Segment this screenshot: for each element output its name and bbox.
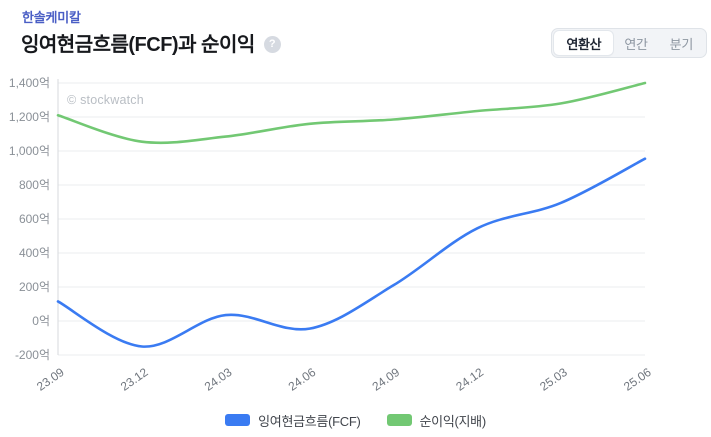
x-axis-tick-label: 25.06 — [621, 365, 654, 394]
x-axis-tick-label: 23.09 — [34, 365, 67, 394]
x-axis-tick-label: 24.03 — [202, 365, 235, 394]
series-line-fcf — [56, 157, 647, 348]
company-name[interactable]: 한솔케미칼 — [22, 10, 81, 25]
x-axis-tick-label: 23.12 — [118, 365, 151, 394]
y-axis-tick-label: 0억 — [32, 314, 50, 328]
y-axis-tick-label: 600억 — [19, 212, 50, 226]
period-tab-group: 연환산 연간 분기 — [551, 28, 707, 58]
legend-item-net-income[interactable]: 순이익(지배) — [386, 411, 487, 430]
x-axis-tick-label: 24.12 — [453, 365, 486, 394]
y-axis-tick-label: 1,400억 — [9, 76, 50, 90]
chart-legend: 잉여현금흐름(FCF) 순이익(지배) — [0, 407, 711, 433]
tab-annualized[interactable]: 연환산 — [554, 31, 614, 55]
x-axis-tick-label: 24.06 — [286, 365, 319, 394]
y-axis-tick-label: 1,200억 — [9, 110, 50, 124]
tab-quarterly[interactable]: 분기 — [669, 36, 694, 52]
y-axis-tick-label: 1,000억 — [9, 144, 50, 158]
x-axis-tick-label: 24.09 — [370, 365, 403, 394]
fcf-swatch-icon — [225, 414, 251, 426]
page-title: 잉여현금흐름(FCF)과 순이익 — [21, 34, 255, 56]
watermark: © stockwatch — [67, 93, 144, 107]
x-axis-tick-label: 25.03 — [537, 365, 570, 394]
legend-label-net-income: 순이익(지배) — [419, 413, 487, 429]
legend-item-fcf[interactable]: 잉여현금흐름(FCF) — [225, 411, 361, 430]
y-axis-tick-label: 800억 — [19, 178, 50, 192]
y-axis-tick-label: 400억 — [19, 246, 50, 260]
y-axis-tick-label: -200억 — [15, 348, 50, 362]
tab-annual[interactable]: 연간 — [624, 36, 648, 52]
help-icon[interactable]: ? — [263, 35, 281, 53]
y-axis-tick-label: 200억 — [19, 280, 50, 294]
series-line-net-income — [56, 81, 647, 145]
title-row: 잉여현금흐름(FCF)과 순이익 ? — [21, 28, 281, 57]
legend-label-fcf: 잉여현금흐름(FCF) — [258, 413, 361, 429]
net-income-swatch-icon — [386, 414, 412, 426]
